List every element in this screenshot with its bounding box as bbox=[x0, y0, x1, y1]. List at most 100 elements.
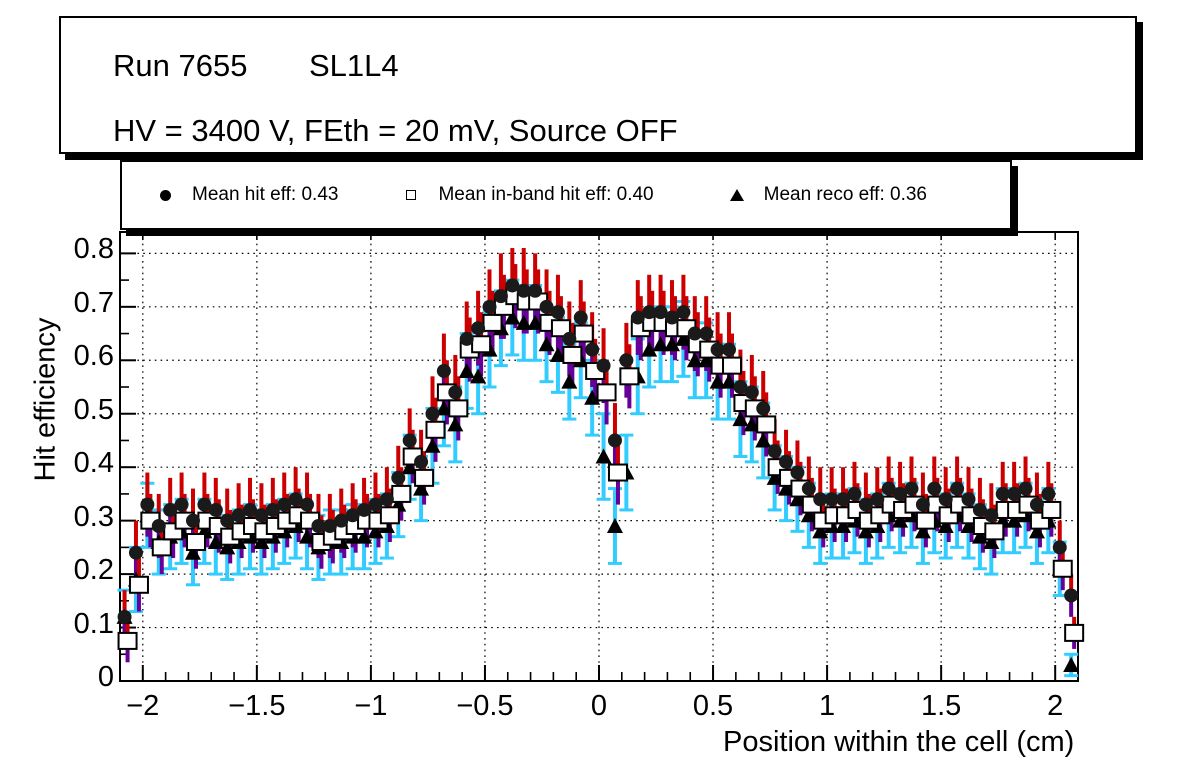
hit-circle-marker bbox=[585, 342, 600, 357]
inband-square-marker bbox=[128, 575, 149, 594]
hit-circle-marker bbox=[265, 502, 280, 517]
y-axis-title: Hit efficiency bbox=[29, 317, 62, 482]
reco-triangle-marker bbox=[356, 528, 373, 544]
y-tick-label: 0.1 bbox=[73, 607, 114, 640]
reco-triangle-marker bbox=[914, 523, 931, 539]
x-tick-label: −1.5 bbox=[228, 690, 286, 722]
reco-triangle-marker bbox=[184, 544, 201, 560]
inband-square-marker bbox=[391, 484, 412, 503]
hit-circle-marker bbox=[311, 518, 326, 533]
hit-circle-marker bbox=[984, 508, 999, 523]
open-square-marker-icon bbox=[394, 190, 428, 200]
reco-triangle-marker bbox=[743, 416, 760, 432]
hit-circle-marker bbox=[779, 454, 794, 469]
title-run-text: Run 7655 bbox=[113, 48, 248, 83]
reco-triangle-marker bbox=[686, 352, 703, 368]
hit-circle-marker bbox=[653, 305, 668, 320]
hit-circle-marker bbox=[1007, 486, 1022, 501]
hit-circle-marker bbox=[174, 497, 189, 512]
hit-circle-marker bbox=[117, 609, 132, 624]
reco-triangle-marker bbox=[1028, 523, 1045, 539]
x-tick-label: 0.5 bbox=[692, 690, 734, 722]
hit-circle-marker bbox=[220, 513, 235, 528]
reco-triangle-marker bbox=[652, 336, 669, 352]
hit-circle-marker bbox=[664, 310, 679, 325]
y-tick-label: 0.7 bbox=[73, 286, 114, 319]
y-tick-label: 0.8 bbox=[73, 233, 114, 266]
hit-circle-marker bbox=[368, 497, 383, 512]
reco-triangle-marker bbox=[447, 416, 464, 432]
inband-square-marker bbox=[562, 345, 583, 364]
hit-circle-marker bbox=[128, 545, 143, 560]
reco-triangle-marker bbox=[424, 437, 441, 453]
hit-circle-marker bbox=[642, 305, 657, 320]
hit-circle-marker bbox=[915, 497, 930, 512]
legend-label-inband-hit-eff: Mean in-band hit eff: 0.40 bbox=[438, 184, 654, 205]
reco-triangle-marker bbox=[504, 309, 521, 325]
hit-circle-marker bbox=[756, 401, 771, 416]
hit-circle-marker bbox=[1041, 486, 1056, 501]
reco-triangle-marker bbox=[937, 517, 954, 533]
filled-circle-marker-icon bbox=[148, 189, 182, 201]
hit-circle-marker bbox=[927, 481, 942, 496]
title-conditions-text: HV = 3400 V, FEth = 20 mV, Source OFF bbox=[113, 113, 678, 148]
hit-circle-marker bbox=[1064, 588, 1079, 603]
reco-triangle-marker bbox=[1063, 656, 1080, 672]
hit-circle-marker bbox=[562, 331, 577, 346]
inband-square-marker bbox=[984, 522, 1005, 541]
hit-circle-marker bbox=[995, 486, 1010, 501]
hit-circle-marker bbox=[573, 310, 588, 325]
x-tick-label: 1 bbox=[819, 690, 836, 722]
hit-circle-marker bbox=[288, 492, 303, 507]
hit-circle-marker bbox=[539, 299, 554, 314]
reco-triangle-marker bbox=[983, 534, 1000, 550]
reco-triangle-marker bbox=[584, 389, 601, 405]
hit-circle-marker bbox=[619, 353, 634, 368]
reco-triangle-marker bbox=[207, 534, 224, 550]
hit-circle-marker bbox=[847, 486, 862, 501]
hit-circle-marker bbox=[208, 502, 223, 517]
inband-square-marker bbox=[1052, 559, 1073, 578]
reco-triangle-marker bbox=[663, 336, 680, 352]
reco-triangle-marker bbox=[470, 368, 487, 384]
hit-circle-marker bbox=[550, 305, 565, 320]
inband-square-marker bbox=[471, 335, 492, 354]
y-tick-label: 0.3 bbox=[73, 500, 114, 533]
inband-square-marker bbox=[379, 506, 400, 525]
hit-circle-marker bbox=[425, 406, 440, 421]
inband-square-marker bbox=[550, 319, 571, 338]
inband-square-marker bbox=[117, 631, 138, 650]
hit-circle-marker bbox=[459, 331, 474, 346]
hit-circle-marker bbox=[710, 342, 725, 357]
legend-entry-reco-eff: Mean reco eff: 0.36 bbox=[720, 184, 927, 206]
title-box: Run 7655 SL1L4 HV = 3400 V, FEth = 20 mV… bbox=[59, 16, 1137, 154]
inband-square-marker bbox=[1041, 500, 1062, 519]
hit-circle-marker bbox=[243, 502, 258, 517]
hit-circle-marker bbox=[596, 358, 611, 373]
reco-triangle-marker bbox=[778, 480, 795, 496]
hit-circle-marker bbox=[505, 278, 520, 293]
inband-square-marker bbox=[425, 420, 446, 439]
hit-circle-marker bbox=[1018, 481, 1033, 496]
reco-triangle-marker bbox=[721, 373, 738, 389]
reco-triangle-marker bbox=[401, 459, 418, 475]
reco-triangle-marker bbox=[755, 432, 772, 448]
reco-triangle-marker bbox=[606, 517, 623, 533]
y-tick-label: 0.2 bbox=[73, 554, 114, 587]
hit-circle-marker bbox=[516, 283, 531, 298]
hit-circle-marker bbox=[972, 502, 987, 517]
hit-circle-marker bbox=[722, 342, 737, 357]
x-tick-label: 0 bbox=[590, 690, 608, 722]
hit-circle-marker bbox=[950, 481, 965, 496]
reco-triangle-marker bbox=[971, 528, 988, 544]
reco-triangle-marker bbox=[789, 491, 806, 507]
hit-circle-marker bbox=[163, 502, 178, 517]
inband-square-marker bbox=[915, 511, 936, 530]
reco-triangle-marker bbox=[253, 534, 270, 550]
x-tick-label: −1 bbox=[354, 690, 388, 722]
hit-circle-marker bbox=[357, 502, 372, 517]
hit-circle-marker bbox=[414, 454, 429, 469]
reco-triangle-marker bbox=[435, 400, 452, 416]
